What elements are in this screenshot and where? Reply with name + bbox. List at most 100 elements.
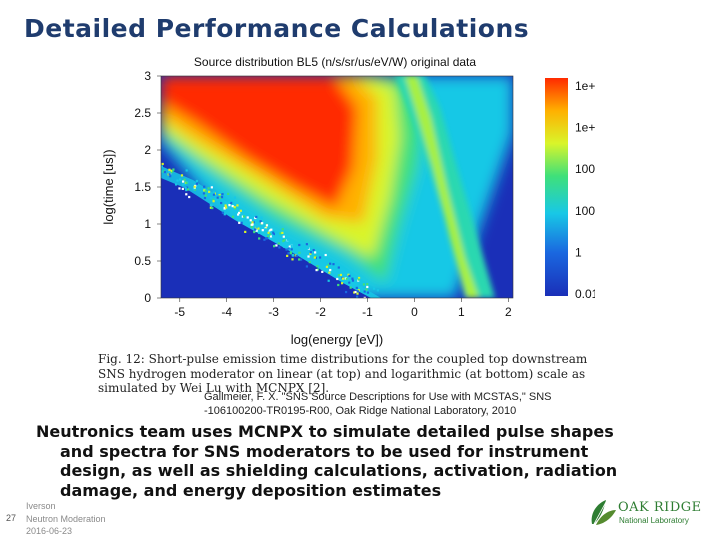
speckle xyxy=(227,192,230,195)
x-axis-label: log(energy [eV]) xyxy=(291,332,384,347)
speckle xyxy=(204,190,207,193)
speckle xyxy=(220,201,223,205)
body-line-1: Neutronics team uses MCNPX to simulate d… xyxy=(36,422,614,441)
speckle xyxy=(309,251,312,254)
speckle xyxy=(220,196,224,199)
speckle xyxy=(159,172,161,174)
speckle xyxy=(184,186,187,190)
speckle xyxy=(185,181,188,184)
speckle xyxy=(193,185,196,188)
speckle xyxy=(251,221,254,224)
y-tick-label: 1.5 xyxy=(134,180,151,194)
speckle xyxy=(351,279,355,282)
speckle xyxy=(228,200,231,203)
speckle xyxy=(202,192,206,195)
speckle xyxy=(370,298,372,300)
speckle xyxy=(339,273,343,277)
speckle xyxy=(176,179,179,182)
speckle xyxy=(354,290,357,294)
speckle xyxy=(221,211,225,214)
speckle xyxy=(223,207,226,210)
speckle xyxy=(210,186,213,189)
speckle xyxy=(345,277,348,281)
speckle xyxy=(203,185,206,188)
speckle xyxy=(278,246,281,249)
speckle xyxy=(285,248,288,251)
speckle xyxy=(356,292,359,295)
speckle xyxy=(287,243,290,246)
speckle xyxy=(161,162,164,166)
speckle xyxy=(212,200,215,203)
speckle xyxy=(272,245,276,248)
speckle xyxy=(214,197,217,201)
speckle xyxy=(174,183,178,186)
speckle xyxy=(362,283,366,286)
speckle xyxy=(257,227,260,230)
figure-caption: Fig. 12: Short-pulse emission time distr… xyxy=(98,352,588,395)
speckle xyxy=(324,253,327,257)
speckle xyxy=(343,274,346,277)
speckle xyxy=(182,180,185,183)
speckle xyxy=(238,221,241,224)
speckle xyxy=(258,225,261,228)
speckle xyxy=(258,237,261,240)
speckle xyxy=(357,276,361,280)
speckle xyxy=(286,246,289,249)
speckle xyxy=(329,268,332,272)
speckle xyxy=(312,248,315,252)
speckle xyxy=(219,196,222,199)
footer-author: Iverson xyxy=(26,501,56,511)
speckle xyxy=(295,254,298,258)
speckle xyxy=(241,215,244,218)
body-paragraph: Neutronics team uses MCNPX to simulate d… xyxy=(36,422,686,500)
speckle xyxy=(209,206,212,209)
speckle xyxy=(318,256,322,259)
speckle xyxy=(244,230,247,233)
x-tick-label: 2 xyxy=(505,305,512,319)
speckle xyxy=(161,170,163,173)
speckle xyxy=(178,187,181,190)
speckle xyxy=(366,283,369,286)
speckle xyxy=(349,286,352,289)
speckle xyxy=(321,270,324,273)
speckle xyxy=(209,203,212,207)
speckle xyxy=(282,245,286,248)
speckle xyxy=(255,226,258,229)
speckle xyxy=(260,216,263,219)
speckle xyxy=(183,178,186,181)
speckle xyxy=(213,192,216,195)
speckle xyxy=(277,242,280,245)
speckle xyxy=(236,204,239,207)
speckle xyxy=(211,206,214,210)
speckle xyxy=(355,286,358,290)
speckle xyxy=(334,272,337,275)
speckle xyxy=(188,195,191,199)
speckle xyxy=(212,198,215,201)
speckle xyxy=(231,215,235,218)
speckle xyxy=(221,193,224,196)
footer-topic: Neutron Moderation xyxy=(26,513,106,524)
x-tick-label: -2 xyxy=(315,305,326,319)
speckle xyxy=(290,244,293,248)
heatmap-figure: Source distribution BL5 (n/s/sr/us/eV/W)… xyxy=(95,48,595,403)
speckle xyxy=(170,170,173,174)
speckle xyxy=(185,188,188,192)
speckle xyxy=(250,225,253,229)
speckle xyxy=(240,221,243,224)
speckle xyxy=(358,286,361,289)
y-tick-label: 2.5 xyxy=(134,106,151,120)
x-tick-label: -1 xyxy=(362,305,373,319)
speckle xyxy=(251,223,254,226)
speckle xyxy=(239,219,242,222)
speckle xyxy=(287,247,290,250)
footer-date: 2016-06-23 xyxy=(26,526,73,536)
speckle xyxy=(287,242,290,245)
speckle xyxy=(181,183,184,186)
speckle xyxy=(314,251,317,254)
speckle xyxy=(281,231,284,235)
speckle xyxy=(212,191,215,194)
leaf-icon xyxy=(591,500,616,525)
speckle xyxy=(239,209,242,212)
speckle xyxy=(168,173,171,176)
x-tick-label: 0 xyxy=(411,305,418,319)
